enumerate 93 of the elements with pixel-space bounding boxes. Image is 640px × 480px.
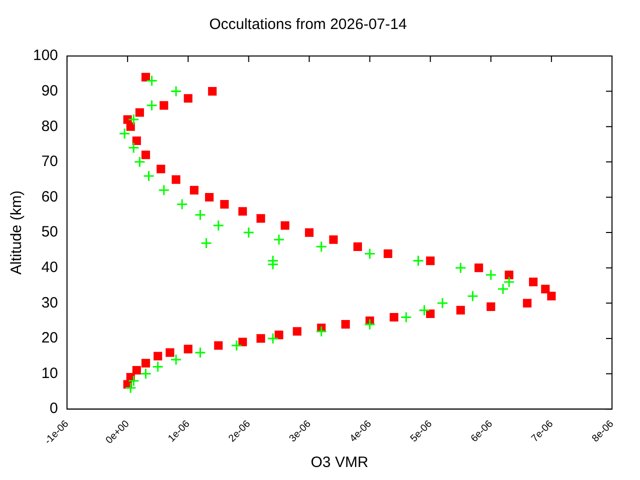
point <box>267 255 279 267</box>
point <box>220 200 229 209</box>
point <box>485 269 497 281</box>
point <box>214 341 223 350</box>
point <box>194 209 206 221</box>
point <box>205 192 214 202</box>
point <box>418 304 430 316</box>
point <box>208 87 217 96</box>
point <box>341 320 350 329</box>
y-tick-label: 100 <box>32 47 58 64</box>
point <box>132 366 141 375</box>
y-tick-label: 10 <box>41 364 58 382</box>
point <box>256 334 266 343</box>
x-axis-title: O3 VMR <box>310 454 368 472</box>
point <box>390 312 398 322</box>
point <box>238 207 247 216</box>
point <box>486 302 496 311</box>
y-tick-label: 80 <box>41 118 58 135</box>
point <box>128 114 140 126</box>
point <box>170 354 182 366</box>
point <box>456 306 465 314</box>
y-axis-title: Altitude (km) <box>8 190 26 275</box>
point <box>267 332 279 344</box>
point <box>190 186 198 194</box>
point <box>146 100 158 112</box>
point <box>522 298 532 308</box>
point <box>316 240 328 252</box>
point <box>280 221 290 230</box>
point <box>152 360 164 372</box>
point <box>146 74 158 86</box>
point <box>124 382 136 394</box>
y-tick-label: 0 <box>50 400 58 418</box>
point <box>304 228 314 237</box>
point <box>474 264 484 272</box>
point <box>172 175 180 184</box>
point <box>194 346 206 358</box>
point <box>242 226 254 238</box>
point <box>158 184 170 196</box>
point <box>503 276 515 288</box>
point <box>126 122 135 131</box>
point <box>140 368 152 380</box>
point <box>273 234 285 246</box>
y-tick-label: 90 <box>41 82 58 100</box>
point <box>132 136 141 146</box>
point <box>184 94 192 103</box>
point <box>176 198 188 210</box>
point <box>156 164 166 174</box>
point <box>128 142 140 154</box>
point <box>154 352 162 360</box>
point <box>141 150 150 160</box>
point <box>143 170 155 182</box>
point <box>212 220 224 232</box>
point <box>541 284 550 294</box>
point <box>238 338 247 346</box>
chart-title: Occultations from 2026-07-14 <box>209 16 407 34</box>
point <box>528 278 538 286</box>
point <box>364 318 376 330</box>
y-tick-label: 60 <box>41 188 58 206</box>
point <box>426 309 435 318</box>
point <box>170 86 182 98</box>
point <box>436 297 448 309</box>
point <box>329 235 338 244</box>
point <box>400 312 412 324</box>
point <box>166 348 174 357</box>
point <box>292 327 302 336</box>
point <box>364 248 376 260</box>
point <box>497 283 509 295</box>
point <box>118 128 130 140</box>
point <box>230 340 242 352</box>
point <box>141 358 150 368</box>
y-tick-label: 30 <box>41 294 58 312</box>
point <box>256 214 266 223</box>
point <box>412 255 424 267</box>
point <box>353 242 362 251</box>
y-tick-label: 70 <box>41 153 58 170</box>
point <box>316 326 328 338</box>
point <box>426 256 435 266</box>
point <box>135 108 144 117</box>
point <box>274 330 284 340</box>
point <box>184 344 192 354</box>
y-tick-label: 40 <box>41 258 58 276</box>
point <box>466 290 478 302</box>
point <box>128 375 140 387</box>
point <box>141 72 150 82</box>
point <box>134 156 146 168</box>
y-tick-label: 20 <box>41 330 58 347</box>
point <box>504 270 514 280</box>
point <box>454 262 466 274</box>
point <box>547 292 556 300</box>
point <box>384 249 392 258</box>
point <box>160 101 168 110</box>
y-tick-label: 50 <box>41 224 58 241</box>
point <box>200 237 212 249</box>
